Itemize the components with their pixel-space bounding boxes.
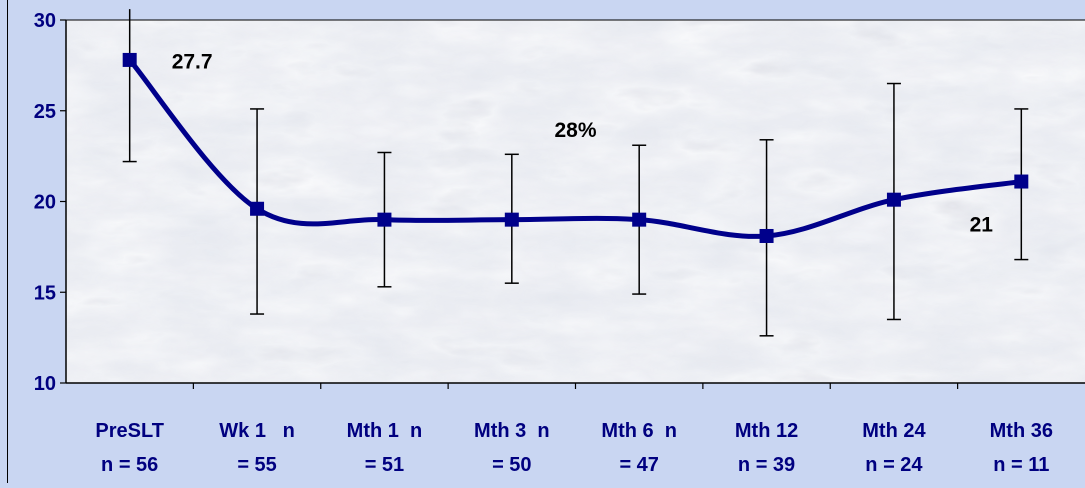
x-tick-label-line: n = 24 [865,454,923,476]
data-point [760,229,774,243]
y-tick-label: 10 [34,373,56,395]
x-tick-label: Wk 1 n = 55 [219,420,295,476]
annotation-baseline-value: 27.7 [172,51,213,74]
x-tick-label: Mth 1 n = 51 [347,420,423,476]
x-tick-label: PreSLT n = 56 [95,420,164,476]
x-tick-label-line: Mth 12 [735,420,798,442]
data-point [123,53,137,67]
data-point [887,193,901,207]
x-tick-label-line: Mth 6 n [601,420,677,442]
plot-texture [66,20,1085,383]
y-tick-label: 15 [34,282,56,304]
data-point [632,213,646,227]
annotation-final-value: 21 [970,214,994,237]
data-point [1014,175,1028,189]
data-point [377,213,391,227]
x-tick-label-line: Wk 1 n [219,420,295,442]
x-tick-label: Mth 3 n = 50 [474,420,550,476]
x-tick-label-line: n = 39 [738,454,795,476]
x-tick-label-line: Mth 3 n [474,420,550,442]
x-tick-label-line: n = 56 [101,454,158,476]
x-tick-label-line: n = 11 [993,454,1049,476]
x-tick-label-line: = 47 [619,454,658,476]
x-tick-label-line: = 55 [237,454,276,476]
plot-area [66,20,1085,383]
x-tick-label-line: = 50 [492,454,531,476]
x-tick-label-line: PreSLT [95,420,164,442]
data-point [250,202,264,216]
x-tick-label: Mth 24 n = 24 [862,420,926,476]
x-tick-label-line: Mth 24 [862,420,926,442]
y-tick-label: 30 [34,10,56,32]
y-tick-label: 25 [34,101,56,123]
x-tick-label: Mth 6 n = 47 [601,420,677,476]
x-tick-label-line: Mth 1 n [347,420,423,442]
annotation-percent-reduction: 28% [554,119,596,142]
data-point [505,213,519,227]
x-tick-label-line: = 51 [365,454,404,476]
x-tick-label-line: Mth 36 [990,420,1053,442]
x-tick-label: Mth 36 n = 11 [990,420,1053,476]
y-tick-label: 20 [34,192,56,214]
x-tick-label: Mth 12 n = 39 [735,420,798,476]
